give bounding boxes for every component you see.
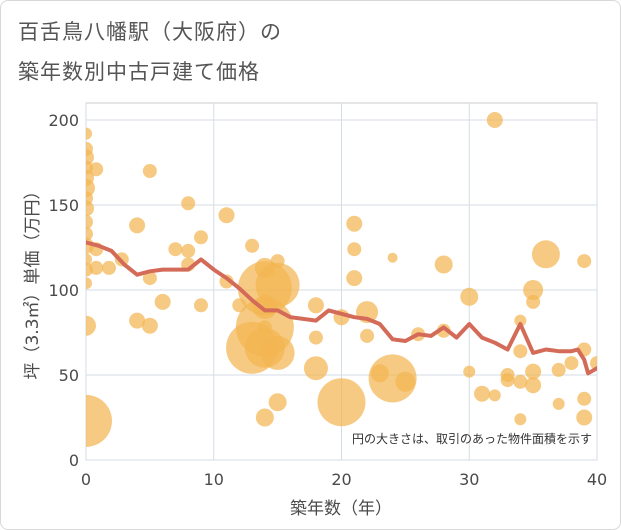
bubble-point-40 <box>252 295 277 319</box>
bubble-point-59 <box>370 364 389 383</box>
bubble-point-49 <box>307 297 324 314</box>
bubble-point-56 <box>346 270 363 287</box>
x-axis-label: 築年数（年） <box>290 499 392 519</box>
bubble-point-62 <box>395 371 416 392</box>
bubble-point-16 <box>89 162 104 177</box>
bubble-point-43 <box>257 320 272 335</box>
bubble-point-77 <box>523 280 544 300</box>
bubble-series <box>86 112 597 447</box>
bubble-point-72 <box>500 373 515 388</box>
bubble-point-68 <box>474 385 491 402</box>
bubble-point-79 <box>525 363 542 380</box>
bubble-point-46 <box>270 254 285 269</box>
bubble-point-36 <box>245 238 260 253</box>
bubble-point-50 <box>303 356 328 381</box>
bubble-point-51 <box>308 330 323 345</box>
bubble-point-13 <box>86 277 92 290</box>
bubble-point-55 <box>347 242 362 257</box>
bubble-point-23 <box>142 164 157 178</box>
bubble-point-15 <box>86 394 112 447</box>
x-tick-label-10: 10 <box>204 470 224 489</box>
y-tick-label-100: 100 <box>48 281 79 300</box>
y-axis-label: 坪（3.3㎡）単価（万円） <box>23 182 43 379</box>
chart-title-line-1: 百舌鳥八幡駅（大阪府）の <box>18 20 282 44</box>
bubble-point-28 <box>181 196 196 211</box>
bubble-point-85 <box>577 254 592 269</box>
bubble-point-11 <box>86 253 92 266</box>
average-line-series <box>86 240 597 376</box>
bubble-point-24 <box>142 271 157 286</box>
bubble-point-65 <box>436 323 451 338</box>
bubble-point-73 <box>514 314 527 327</box>
bubble-point-64 <box>434 255 453 274</box>
x-tick-label-0: 0 <box>81 470 91 489</box>
bubble-point-82 <box>551 362 566 377</box>
bubble-point-44 <box>255 408 274 427</box>
y-tick-label-150: 150 <box>48 196 79 215</box>
x-tick-label-30: 30 <box>459 470 479 489</box>
bubble-point-84 <box>564 356 579 371</box>
y-tick-label-50: 50 <box>59 366 79 385</box>
bubble-point-48 <box>268 393 287 412</box>
x-tick-label-20: 20 <box>331 470 351 489</box>
bubble-size-annotation: 円の大きさは、取引のあった物件面積を示す <box>352 431 592 446</box>
y-tick-labels: 0 50 100 150 200 <box>48 111 79 470</box>
bubble-point-6 <box>86 191 93 206</box>
bubble-point-78 <box>526 294 541 309</box>
bubble-point-32 <box>193 298 208 313</box>
bubble-point-22 <box>129 312 146 329</box>
bubble-point-58 <box>360 328 375 343</box>
bubble-point-21 <box>129 217 146 234</box>
bubble-point-70 <box>488 389 501 402</box>
bubble-point-38 <box>254 257 275 278</box>
bubble-point-19 <box>101 260 116 275</box>
bubble-point-29 <box>181 243 196 258</box>
bubble-point-80 <box>525 377 542 394</box>
bubble-point-88 <box>576 409 593 426</box>
bubble-point-47 <box>260 335 295 370</box>
bubble-point-25 <box>141 317 158 334</box>
bubble-point-26 <box>154 293 171 310</box>
average-price-line <box>86 240 597 376</box>
bubble-point-31 <box>193 230 208 245</box>
bubble-point-74 <box>513 344 528 359</box>
bubble-point-8 <box>86 215 93 229</box>
bubble-point-14 <box>86 315 96 336</box>
bubble-point-76 <box>513 374 528 389</box>
bubble-point-81 <box>531 240 560 269</box>
bubble-point-35 <box>232 298 247 313</box>
bubble-point-33 <box>218 207 235 224</box>
bubble-point-9 <box>86 226 93 241</box>
bubble-point-27 <box>168 242 183 257</box>
bubble-point-60 <box>387 252 398 263</box>
bubble-point-89 <box>590 356 597 371</box>
bubble-point-69 <box>486 112 503 128</box>
y-tick-label-200: 200 <box>48 111 79 130</box>
bubble-point-67 <box>463 365 476 378</box>
x-tick-label-40: 40 <box>587 470 607 489</box>
y-tick-label-0: 0 <box>69 451 79 470</box>
bubble-point-0 <box>86 127 92 140</box>
x-tick-labels: 0 10 20 30 40 <box>81 470 607 489</box>
bubble-point-87 <box>577 391 592 406</box>
bubble-point-66 <box>460 287 479 306</box>
bubble-point-83 <box>552 397 565 410</box>
bubble-point-54 <box>346 215 363 232</box>
bubble-point-75 <box>514 413 527 426</box>
bubble-point-53 <box>317 378 366 427</box>
bubble-point-1 <box>86 141 93 156</box>
chart-title-line-2: 築年数別中古戸建て価格 <box>18 60 260 84</box>
bubble-point-18 <box>89 260 104 275</box>
